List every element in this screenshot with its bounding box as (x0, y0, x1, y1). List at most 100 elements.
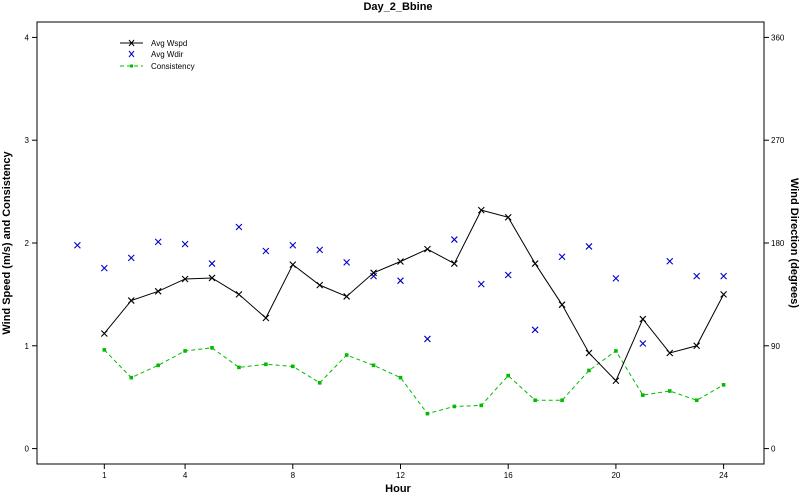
series-avg-wspd (100, 206, 727, 385)
avg-wspd-line (103, 209, 725, 382)
avg-wspd-point (100, 330, 108, 337)
avg-wspd-point (235, 291, 243, 298)
consistency-point (183, 349, 187, 353)
avg-wdir-point (181, 240, 189, 248)
avg-wspd-point (397, 258, 404, 265)
avg-wdir-point (154, 238, 162, 246)
legend-marker-consistency (130, 64, 133, 68)
avg-wdir-point (316, 246, 324, 254)
avg-wdir-point (73, 241, 81, 249)
avg-wdir-point (612, 275, 620, 282)
legend-item-consistency: Consistency (120, 62, 195, 71)
legend: Avg Wspd Avg Wdir Consistency (120, 39, 195, 71)
y-right-tick-label: 0 (771, 445, 776, 454)
x-tick-label: 16 (504, 471, 513, 480)
y-right-tick-label: 180 (771, 239, 785, 248)
avg-wdir-point (235, 223, 243, 231)
consistency-point (641, 393, 645, 397)
avg-wspd-point (639, 315, 647, 323)
consistency-point (156, 363, 160, 368)
legend-marker-avg-wspd (128, 39, 135, 47)
consistency-point (667, 389, 672, 393)
consistency-point (479, 403, 484, 408)
series-consistency (102, 346, 726, 416)
consistency-point (721, 383, 726, 387)
consistency-point (237, 365, 241, 370)
legend-label-consistency: Consistency (151, 62, 195, 71)
avg-wdir-point (504, 271, 512, 279)
avg-wspd-point (316, 281, 324, 289)
avg-wdir-point (720, 272, 727, 280)
x-tick-label: 24 (719, 471, 728, 480)
avg-wspd-point (531, 260, 539, 267)
avg-wdir-point (450, 236, 458, 243)
consistency-point (290, 364, 295, 369)
avg-wdir-point (693, 272, 701, 280)
avg-wspd-point (424, 245, 431, 253)
consistency-point (264, 362, 268, 367)
avg-wdir-point (262, 247, 270, 255)
consistency-point (694, 398, 699, 403)
consistency-line (103, 347, 724, 415)
consistency-point (425, 411, 430, 416)
consistency-point (506, 373, 511, 378)
y-left-tick-label: 2 (25, 239, 30, 248)
avg-wdir-point (531, 326, 539, 334)
consistency-point (587, 368, 591, 373)
consistency-point (102, 348, 107, 352)
avg-wspd-point (693, 342, 701, 350)
consistency-point (210, 346, 214, 350)
x-tick-label: 1 (102, 471, 107, 480)
consistency-point (560, 398, 564, 403)
y-axis-right-label: Wind Direction (degrees) (788, 178, 800, 308)
avg-wspd-point (477, 206, 485, 214)
x-axis-label: Hour (385, 483, 411, 495)
x-axis: 1 4 8 12 16 20 24 (102, 464, 729, 480)
avg-wspd-point (343, 293, 351, 300)
avg-wspd-point (666, 349, 674, 357)
x-tick-label: 4 (183, 471, 188, 480)
avg-wspd-point (720, 291, 727, 298)
avg-wdir-point (558, 253, 566, 261)
y-right-tick-label: 90 (771, 342, 780, 351)
consistency-point (317, 380, 322, 385)
avg-wdir-point (585, 243, 593, 250)
avg-wspd-point (585, 349, 593, 357)
legend-item-avg-wspd: Avg Wspd (120, 39, 187, 48)
y-axis-right: 0 90 180 270 360 (764, 33, 785, 454)
legend-label-avg-wdir: Avg Wdir (151, 50, 184, 59)
x-tick-label: 20 (611, 471, 620, 480)
series-layer (73, 206, 727, 416)
consistency-point (398, 375, 403, 380)
y-left-tick-label: 1 (25, 342, 30, 351)
avg-wdir-point (127, 254, 135, 262)
consistency-point (452, 404, 457, 409)
consistency-point (533, 398, 537, 403)
y-right-tick-label: 270 (771, 136, 785, 145)
avg-wdir-point (343, 259, 351, 266)
avg-wspd-point (504, 213, 512, 221)
avg-wdir-point (100, 264, 108, 272)
avg-wdir-point (397, 277, 404, 285)
avg-wspd-point (208, 274, 216, 282)
legend-marker-avg-wdir (128, 50, 135, 58)
legend-item-avg-wdir: Avg Wdir (128, 50, 184, 59)
avg-wspd-point (450, 260, 458, 267)
legend-label-avg-wspd: Avg Wspd (151, 39, 187, 48)
y-right-tick-label: 360 (771, 33, 785, 42)
avg-wdir-point (666, 257, 674, 265)
x-tick-label: 8 (291, 471, 296, 480)
consistency-point (614, 349, 618, 353)
y-axis-left-label: Wind Speed (m/s) and Consistency (1, 150, 13, 334)
avg-wdir-point (208, 260, 216, 267)
avg-wspd-point (558, 301, 566, 309)
avg-wdir-point (424, 335, 431, 343)
avg-wspd-point (612, 377, 620, 385)
avg-wspd-point (181, 275, 189, 283)
series-avg-wdir (73, 223, 727, 347)
avg-wdir-point (477, 280, 485, 288)
avg-wspd-point (370, 269, 377, 277)
avg-wspd-point (127, 297, 135, 304)
